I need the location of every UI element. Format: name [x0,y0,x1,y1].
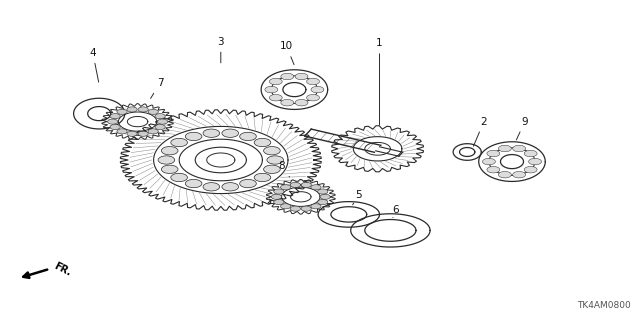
Circle shape [155,124,165,130]
Circle shape [311,185,321,190]
Circle shape [254,173,271,182]
Circle shape [499,172,511,178]
Circle shape [271,194,282,199]
Text: 3: 3 [218,36,224,63]
Circle shape [186,180,202,188]
Circle shape [239,180,256,188]
Circle shape [269,78,282,85]
Circle shape [513,145,525,152]
Text: 7: 7 [150,78,163,99]
Text: FR.: FR. [52,261,73,278]
Circle shape [499,145,511,152]
Circle shape [138,131,148,136]
Circle shape [108,119,118,124]
Text: 1: 1 [376,38,383,125]
Circle shape [295,73,308,80]
Circle shape [311,86,324,93]
Circle shape [524,150,537,157]
Circle shape [487,166,500,173]
Circle shape [524,166,537,173]
Circle shape [203,129,220,137]
Circle shape [110,114,120,119]
Circle shape [148,109,158,115]
Circle shape [483,158,495,165]
Text: 5: 5 [353,190,362,205]
Circle shape [222,129,239,137]
Text: TK4AM0800: TK4AM0800 [577,301,630,310]
Circle shape [307,94,319,101]
Circle shape [254,138,271,147]
Circle shape [317,189,328,194]
Circle shape [171,173,188,182]
Circle shape [280,185,291,190]
Text: 9: 9 [516,116,528,140]
Circle shape [117,109,127,115]
Circle shape [222,183,239,191]
Circle shape [529,158,541,165]
Circle shape [317,199,328,204]
Text: 10: 10 [280,41,294,65]
Circle shape [291,182,301,188]
Circle shape [148,129,158,134]
Circle shape [127,131,137,136]
Circle shape [291,206,301,211]
Circle shape [186,132,202,140]
Circle shape [161,147,178,155]
Circle shape [158,156,175,164]
Circle shape [267,156,284,164]
Circle shape [274,189,284,194]
Circle shape [110,124,120,130]
Text: 4: 4 [90,48,99,82]
Circle shape [311,204,321,209]
Circle shape [264,147,280,155]
Circle shape [157,119,168,124]
Circle shape [161,165,178,173]
Circle shape [320,194,330,199]
Circle shape [281,73,294,80]
Circle shape [280,204,291,209]
Circle shape [301,206,311,211]
Text: 6: 6 [392,204,399,218]
Circle shape [127,107,137,112]
Circle shape [281,100,294,106]
Circle shape [264,165,280,173]
Circle shape [269,94,282,101]
Circle shape [301,182,311,188]
Circle shape [171,138,188,147]
Circle shape [274,199,284,204]
Circle shape [487,150,500,157]
Circle shape [513,172,525,178]
Text: 8: 8 [278,161,289,177]
Circle shape [155,114,165,119]
Text: 2: 2 [474,116,487,146]
Circle shape [203,183,220,191]
Circle shape [307,78,319,85]
Circle shape [265,86,278,93]
Circle shape [138,107,148,112]
Circle shape [117,129,127,134]
Circle shape [239,132,256,140]
Circle shape [295,100,308,106]
